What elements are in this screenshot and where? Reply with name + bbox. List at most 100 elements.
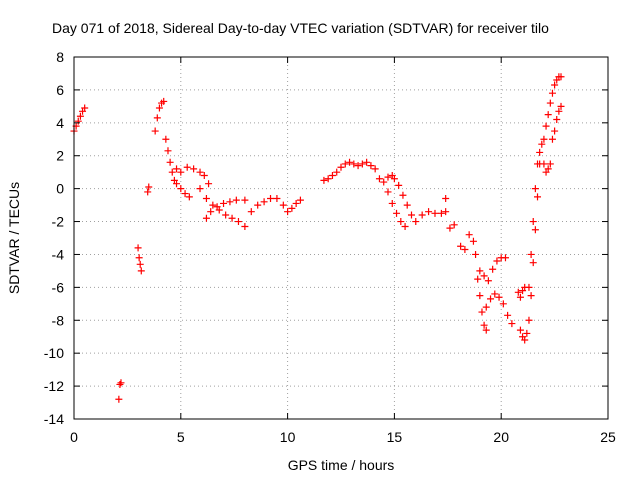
data-point: [273, 195, 281, 203]
data-point: [363, 158, 371, 166]
data-point: [162, 135, 170, 143]
data-point: [384, 188, 392, 196]
data-point: [74, 117, 82, 125]
data-point: [527, 250, 535, 258]
x-tick-label: 15: [387, 429, 403, 445]
data-point: [76, 112, 84, 120]
data-point: [173, 165, 181, 173]
data-point: [531, 226, 539, 234]
plot-frame: [73, 56, 609, 420]
data-point: [527, 292, 535, 300]
x-tick-label: 5: [177, 429, 185, 445]
data-point: [247, 208, 255, 216]
data-point: [177, 168, 185, 176]
data-point: [260, 198, 268, 206]
data-point: [222, 211, 230, 219]
data-point: [155, 104, 163, 112]
data-point: [548, 135, 556, 143]
data-point: [292, 199, 300, 207]
data-point: [164, 147, 172, 155]
data-point: [116, 380, 124, 388]
y-tick-label: -2: [52, 214, 65, 230]
data-point: [521, 336, 529, 344]
data-point: [412, 218, 420, 226]
y-tick-label: -4: [52, 246, 65, 262]
data-point: [324, 175, 332, 183]
data-point: [555, 107, 563, 115]
data-point: [151, 127, 159, 135]
y-tick-label: -8: [52, 312, 65, 328]
data-point: [145, 183, 153, 191]
data-point: [202, 214, 210, 222]
data-point: [160, 97, 168, 105]
data-point: [472, 250, 480, 258]
data-point: [137, 267, 145, 275]
data-point: [390, 175, 398, 183]
data-point: [384, 173, 392, 181]
data-point: [205, 180, 213, 188]
data-point: [461, 246, 469, 254]
data-point: [457, 242, 465, 250]
data-point: [546, 160, 554, 168]
data-point: [166, 158, 174, 166]
data-point: [489, 265, 497, 273]
data-point: [337, 163, 345, 171]
data-point: [234, 218, 242, 226]
data-point: [241, 196, 249, 204]
data-point: [465, 231, 473, 239]
data-point: [367, 162, 375, 170]
data-point: [493, 257, 501, 265]
data-point: [397, 218, 405, 226]
y-tick-label: -14: [44, 411, 64, 427]
data-point: [504, 311, 512, 319]
data-point: [442, 208, 450, 216]
data-point: [279, 201, 287, 209]
data-point: [487, 295, 495, 303]
data-point: [333, 168, 341, 176]
data-point: [491, 290, 499, 298]
data-point: [499, 300, 507, 308]
data-point: [284, 208, 292, 216]
data-point: [403, 201, 411, 209]
data-point: [328, 171, 336, 179]
x-tick-label: 20: [493, 429, 509, 445]
data-point: [534, 193, 542, 201]
data-point: [525, 283, 533, 291]
data-point: [544, 165, 552, 173]
data-point: [484, 277, 492, 285]
data-point: [81, 104, 89, 112]
data-point: [202, 195, 210, 203]
data-point: [346, 158, 354, 166]
data-point: [476, 267, 484, 275]
data-point: [544, 111, 552, 119]
data-point: [469, 237, 477, 245]
data-point: [173, 180, 181, 188]
data-point: [393, 209, 401, 217]
data-point: [401, 222, 409, 230]
data-point: [536, 148, 544, 156]
data-point: [482, 326, 490, 334]
x-tick-label: 25: [600, 429, 616, 445]
data-point: [267, 195, 275, 203]
data-point: [531, 185, 539, 193]
y-tick-label: 2: [56, 148, 64, 164]
data-point: [538, 140, 546, 148]
data-point: [153, 114, 161, 122]
data-point: [450, 221, 458, 229]
data-point: [495, 293, 503, 301]
data-point: [437, 209, 445, 217]
data-point: [371, 165, 379, 173]
data-point: [177, 185, 185, 193]
data-point: [418, 211, 426, 219]
data-point: [425, 208, 433, 216]
data-point: [320, 176, 328, 184]
data-point: [241, 222, 249, 230]
y-tick-label: 6: [56, 82, 64, 98]
data-point: [185, 193, 193, 201]
x-tick-label: 0: [70, 429, 78, 445]
data-point: [553, 116, 561, 124]
grid: [74, 57, 608, 419]
data-point: [482, 303, 490, 311]
data-point: [474, 275, 482, 283]
